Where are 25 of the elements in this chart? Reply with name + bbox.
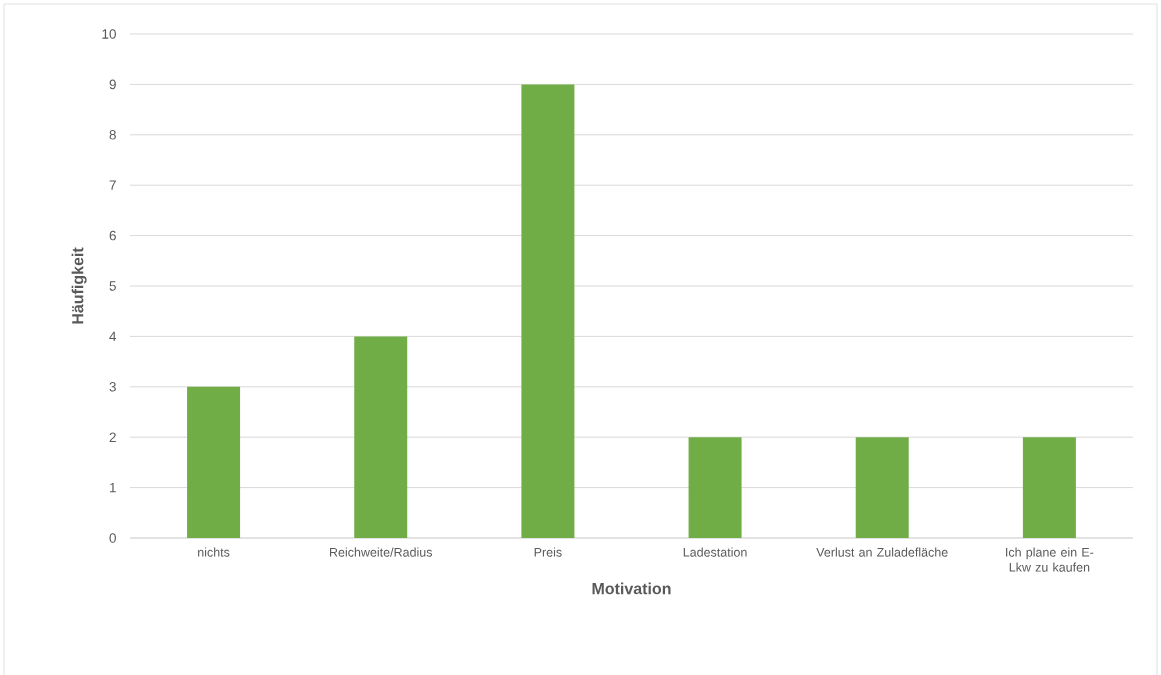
y-axis-title: Häufigkeit	[71, 247, 87, 324]
y-tick-label: 10	[102, 29, 116, 39]
y-tick-label: 5	[109, 281, 116, 291]
bar	[354, 336, 408, 538]
y-tick-label: 0	[109, 533, 116, 543]
x-tick-label: Ladestation	[683, 547, 747, 557]
bar	[187, 386, 241, 538]
x-tick-label: Preis	[534, 547, 562, 557]
x-tick-label: Ich plane ein E-Lkw zu kaufen	[1006, 547, 1094, 572]
bar	[688, 437, 742, 538]
y-tick-label: 4	[109, 331, 117, 342]
y-tick-label: 6	[109, 230, 116, 241]
x-tick-label: Verlust an Zuladefläche	[816, 547, 948, 557]
y-tick-label: 9	[109, 79, 116, 90]
bar	[855, 437, 909, 538]
y-tick-label: 3	[109, 382, 116, 392]
y-tick-label: 1	[110, 482, 116, 493]
bar	[1022, 437, 1076, 538]
x-tick-label: nichts	[198, 547, 230, 557]
y-tick-label: 2	[109, 432, 116, 442]
y-tick-label: 7	[109, 180, 116, 190]
y-tick-label: 8	[109, 130, 116, 140]
x-tick-label: Reichweite/Radius	[330, 547, 433, 557]
bar	[521, 84, 575, 538]
x-axis-title: Motivation	[592, 582, 671, 595]
